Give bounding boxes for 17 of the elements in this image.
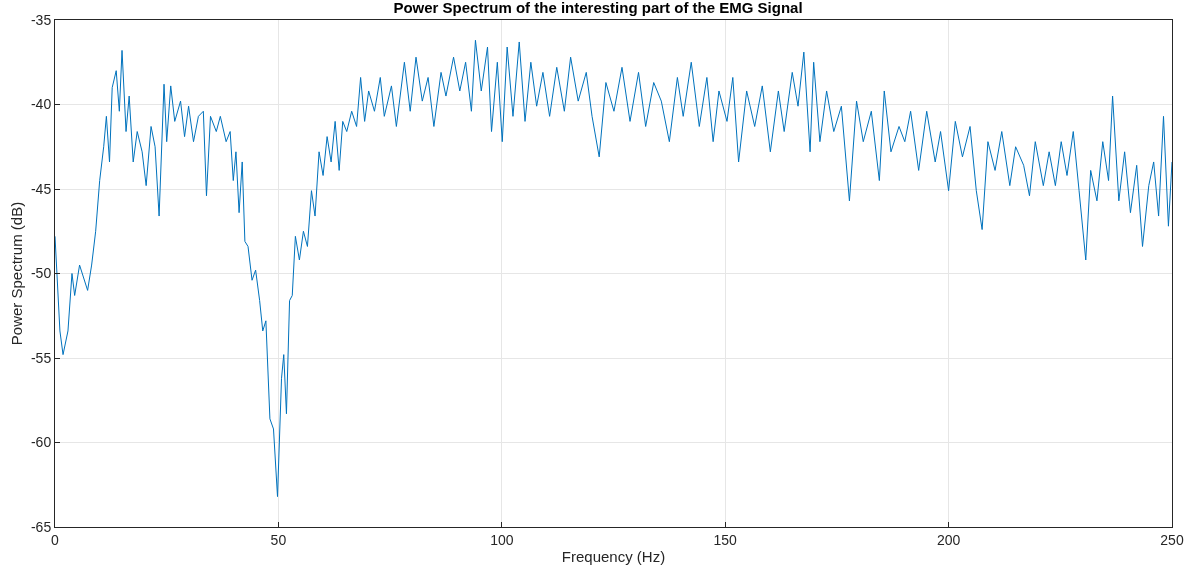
x-tick-label: 100 — [490, 531, 514, 548]
y-tick-label: -40 — [30, 96, 52, 113]
chart-title: Power Spectrum of the interesting part of the EMG Signal — [393, 0, 803, 17]
x-tick-label: 50 — [270, 531, 287, 548]
x-tick-label: 200 — [936, 531, 961, 548]
y-tick-label: -50 — [30, 265, 52, 282]
line-series — [55, 39, 1172, 498]
y-tick-label: -60 — [30, 434, 52, 451]
y-axis-title: Power Spectrum (dB) — [8, 201, 26, 346]
x-tick-label: 150 — [713, 531, 738, 548]
y-tick-label: -45 — [30, 180, 52, 197]
x-tick-label: 250 — [1160, 531, 1184, 548]
y-tick-label: -65 — [30, 518, 52, 535]
y-tick-label: -55 — [30, 349, 52, 366]
x-axis-title: Frequency (Hz) — [561, 547, 666, 565]
y-tick-label: -35 — [30, 11, 52, 28]
x-tick-label: 0 — [51, 531, 60, 548]
